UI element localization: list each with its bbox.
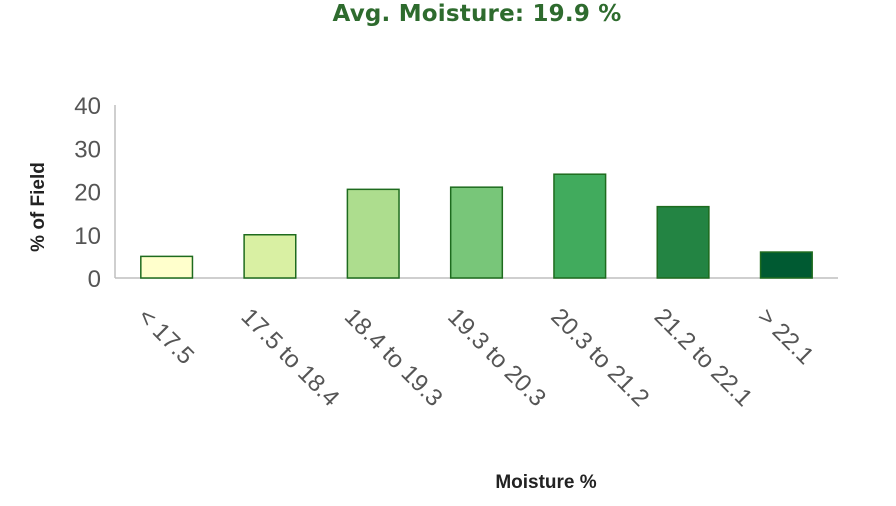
y-tick-label: 10 bbox=[74, 223, 101, 250]
y-tick-label: 0 bbox=[88, 266, 101, 293]
y-tick-label: 20 bbox=[74, 180, 101, 207]
x-axis-title: Moisture % bbox=[495, 472, 596, 493]
chart-title: Avg. Moisture: 19.9 % bbox=[332, 1, 622, 27]
bars bbox=[140, 173, 813, 279]
bar bbox=[346, 188, 400, 279]
x-tick-label: 18.4 to 19.3 bbox=[339, 303, 448, 412]
bar bbox=[553, 173, 607, 279]
bar bbox=[759, 251, 813, 279]
x-tick-label: 19.3 to 20.3 bbox=[442, 303, 551, 412]
bar bbox=[140, 255, 194, 279]
x-tick-label: > 22.1 bbox=[752, 303, 819, 370]
x-tick-label: 17.5 to 18.4 bbox=[236, 303, 345, 412]
x-tick-label: 21.2 to 22.1 bbox=[649, 303, 758, 412]
y-axis: 0 10 20 30 40 bbox=[74, 93, 116, 293]
x-tick-label: 20.3 to 21.2 bbox=[546, 303, 655, 412]
bar bbox=[243, 234, 297, 279]
category-labels: < 17.5 17.5 to 18.418.4 to 19.319.3 to 20… bbox=[132, 303, 818, 412]
y-tick-label: 40 bbox=[74, 93, 101, 120]
y-axis-title: % of Field bbox=[28, 162, 49, 252]
bar bbox=[449, 186, 504, 279]
y-tick-label: 30 bbox=[74, 136, 101, 163]
bar bbox=[656, 205, 710, 279]
x-tick-label: < 17.5 bbox=[132, 303, 199, 370]
